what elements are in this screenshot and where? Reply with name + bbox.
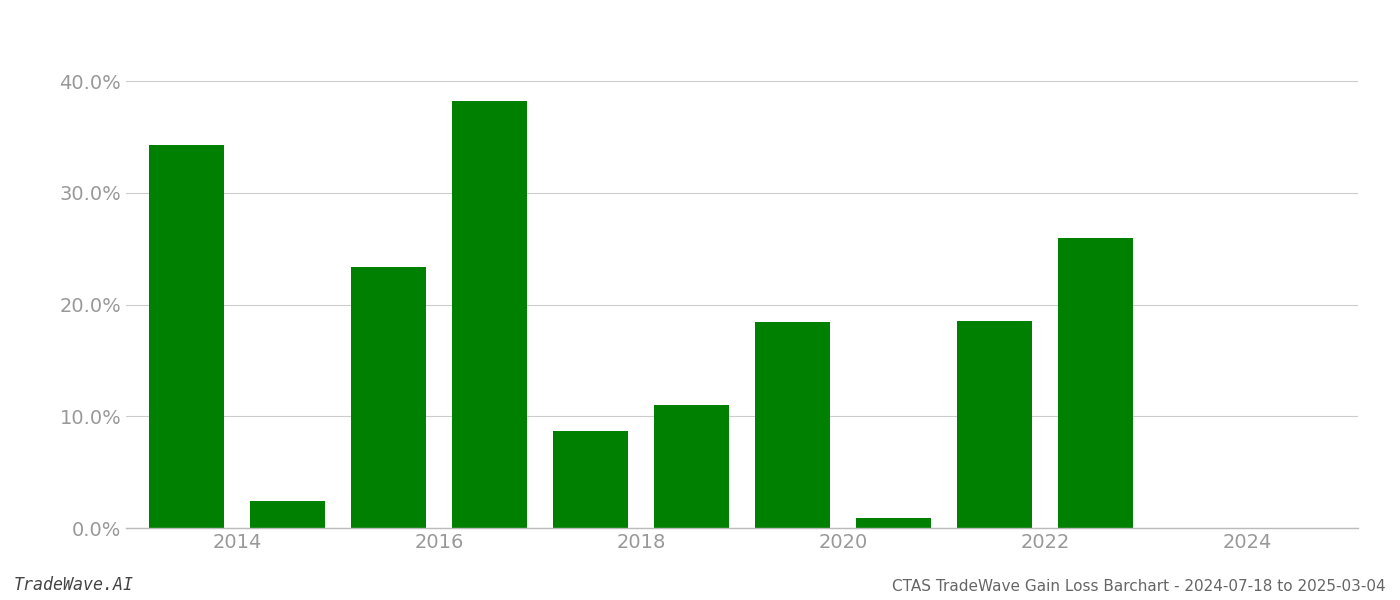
Text: TradeWave.AI: TradeWave.AI: [14, 576, 134, 594]
Bar: [452, 101, 528, 528]
Bar: [755, 322, 830, 528]
Bar: [249, 501, 325, 528]
Bar: [350, 266, 427, 528]
Bar: [148, 145, 224, 528]
Text: CTAS TradeWave Gain Loss Barchart - 2024-07-18 to 2025-03-04: CTAS TradeWave Gain Loss Barchart - 2024…: [892, 579, 1386, 594]
Bar: [855, 518, 931, 528]
Bar: [956, 322, 1032, 528]
Bar: [654, 405, 729, 528]
Bar: [553, 431, 629, 528]
Bar: [1057, 238, 1134, 528]
